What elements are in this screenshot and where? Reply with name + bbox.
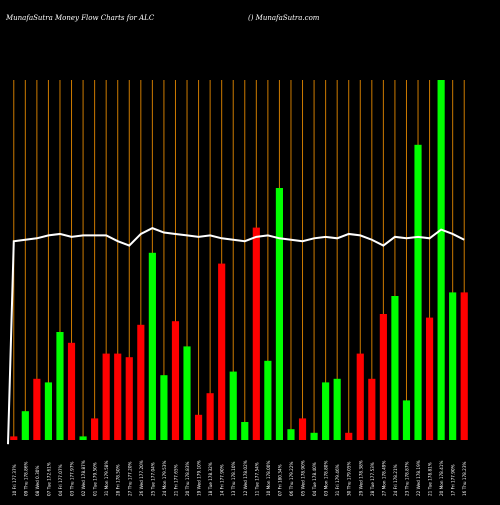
x-axis-label: 21 Tue 178.81% (428, 462, 433, 496)
x-axis-label: 30 Thu 179.05% (347, 461, 352, 496)
x-axis-label: 09 Thu 178.86% (23, 461, 28, 496)
x-axis-label: 16 Thu 178.23% (462, 461, 467, 496)
money-flow-bar (356, 353, 364, 440)
money-flow-bar (310, 432, 318, 440)
money-flow-bar (345, 432, 353, 440)
money-flow-bar (402, 400, 411, 440)
money-flow-bar (229, 371, 237, 440)
x-axis-label: 11 Tue 177.54% (254, 462, 259, 496)
x-axis-label: 07 Fri 180.34% (277, 464, 282, 496)
x-axis-label: 08 Wed 0.30% (35, 466, 40, 496)
x-axis-label: 10 Fri 177.37% (12, 464, 17, 496)
money-flow-bar (125, 357, 133, 440)
x-axis-label: 06 Thu 179.22% (289, 461, 294, 496)
money-flow-bar (114, 353, 122, 440)
x-axis-label: 28 Fri 178.50% (116, 464, 121, 496)
x-axis-label: 04 Tue 178.40% (312, 462, 317, 496)
money-flow-bar (252, 227, 260, 440)
x-axis-label: 20 Thu 178.83% (185, 461, 190, 496)
x-axis-label: 25 Tue 177.04% (150, 462, 155, 496)
x-axis-label: 31 Fri 179.46% (335, 464, 340, 496)
x-axis-label: 21 Fri 177.65% (173, 464, 178, 496)
money-flow-bar (183, 346, 191, 440)
money-flow-bar (67, 342, 76, 440)
money-flow-bar (10, 436, 18, 440)
money-flow-bar (275, 188, 283, 440)
money-flow-bar (414, 144, 422, 441)
x-axis-label: 29 Wed 178.38% (358, 460, 363, 496)
x-axis-labels: 10 Fri 177.37% 09 Thu 178.86% 08 Wed 0.30%… (12, 460, 467, 496)
money-flow-bar (449, 292, 457, 440)
x-axis-label: 01 Tue 179.50% (93, 462, 98, 496)
money-flow-bar (44, 382, 52, 440)
money-flow-bar (298, 418, 307, 440)
money-flow-bar (264, 360, 272, 440)
money-flow-bar (379, 314, 387, 440)
x-axis-label: 24 Fri 178.21% (393, 464, 398, 496)
money-flow-bar (79, 436, 87, 440)
money-flow-bar (322, 382, 330, 440)
x-axis-label: 19 Wed 179.10% (197, 460, 202, 496)
money-flow-bar (333, 378, 341, 440)
money-flow-bar (102, 353, 110, 440)
money-flow-bar (218, 263, 226, 440)
x-axis-label: 03 Thu 177.97% (70, 461, 75, 496)
money-flow-bar (194, 414, 203, 440)
x-axis-label: 12 Wed 178.02% (243, 460, 248, 496)
money-flow-bar (206, 393, 214, 440)
x-axis-label: 26 Wed 177.20% (139, 460, 144, 496)
money-flow-bar (21, 411, 29, 440)
x-axis-label: 23 Thu 178.87% (404, 461, 409, 496)
site-credit: () MunafaSutra.com (248, 14, 320, 22)
money-flow-bar (391, 296, 399, 440)
x-axis-label: 07 Tue 172.61% (46, 462, 51, 496)
price-line-group (7, 227, 465, 445)
money-flow-bar (160, 375, 168, 440)
x-axis-label: 04 Fri 177.07% (58, 464, 63, 496)
price-line (7, 227, 465, 445)
x-axis-label: 31 Mon 179.58% (104, 461, 109, 496)
bars (10, 80, 468, 441)
money-flow-bar (368, 378, 376, 440)
money-flow-bar (171, 321, 180, 440)
money-flow-bar (56, 332, 64, 440)
x-axis-label: 10 Mon 178.00% (266, 461, 271, 496)
money-flow-bar (33, 378, 41, 440)
x-axis-label: 27 Mon 178.49% (381, 461, 386, 496)
x-axis-label: 17 Fri 177.90% (451, 464, 456, 496)
x-axis-label: 02 Wed 178.87% (81, 460, 86, 496)
x-axis-label: 13 Thu 178.10% (231, 461, 236, 496)
x-axis-label: 14 Fri 177.90% (220, 464, 225, 496)
x-axis-label: 22 Wed 178.19% (416, 460, 421, 496)
money-flow-bar (460, 292, 468, 440)
money-flow-bar (437, 80, 445, 440)
x-axis-label: 05 Wed 178.90% (301, 460, 306, 496)
x-axis-label: 28 Tue 177.53% (370, 462, 375, 496)
x-axis-label: 27 Thu 177.20% (127, 461, 132, 496)
chart-title: MunafaSutra Money Flow Charts for ALC (6, 14, 155, 22)
money-flow-bar (425, 317, 434, 440)
money-flow-bar (241, 422, 249, 440)
money-flow-bar (148, 252, 156, 440)
x-axis-label: 24 Mon 179.53% (162, 461, 167, 496)
money-flow-bar (287, 429, 295, 440)
money-flow-bar (137, 324, 145, 440)
x-axis-label: 18 Tue 178.32% (208, 462, 213, 496)
x-axis-label: 20 Mon 178.41% (439, 461, 444, 496)
x-axis-label: 03 Mon 178.80% (324, 461, 329, 496)
money-flow-bar (91, 418, 99, 440)
